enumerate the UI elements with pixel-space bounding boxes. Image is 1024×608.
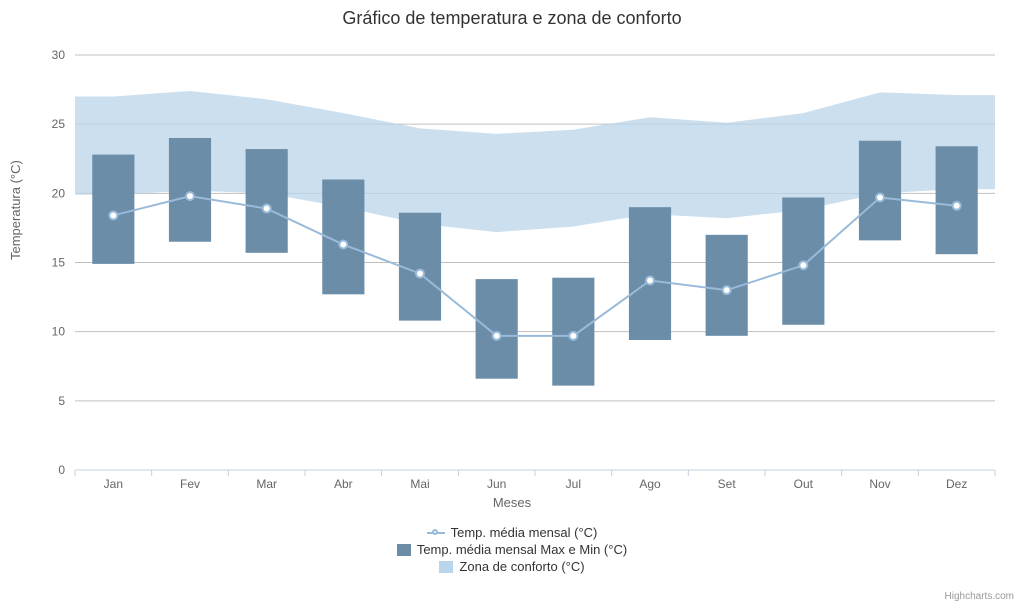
- legend-label: Temp. média mensal (°C): [451, 525, 598, 540]
- credit-link[interactable]: Highcharts.com: [945, 591, 1014, 602]
- svg-text:Out: Out: [794, 477, 814, 491]
- svg-text:Ago: Ago: [639, 477, 661, 491]
- legend-item-range[interactable]: Temp. média mensal Max e Min (°C): [397, 542, 627, 557]
- legend-item-mean[interactable]: Temp. média mensal (°C): [427, 525, 598, 540]
- swatch-icon: [397, 544, 411, 556]
- svg-text:Mai: Mai: [410, 477, 429, 491]
- line-marker-icon: [427, 526, 445, 540]
- svg-text:Abr: Abr: [334, 477, 353, 491]
- chart-container: Gráfico de temperatura e zona de confort…: [0, 0, 1024, 608]
- svg-text:Mar: Mar: [256, 477, 277, 491]
- legend: Temp. média mensal (°C) Temp. média mens…: [0, 525, 1024, 574]
- svg-text:20: 20: [52, 186, 66, 200]
- svg-text:Set: Set: [718, 477, 737, 491]
- yaxis-label: Temperatura (°C): [8, 160, 23, 260]
- plot-area: 051015202530JanFevMarAbrMaiJunJulAgoSetO…: [75, 55, 995, 470]
- svg-text:Dez: Dez: [946, 477, 967, 491]
- svg-text:Jul: Jul: [566, 477, 581, 491]
- svg-text:10: 10: [52, 325, 66, 339]
- legend-label: Temp. média mensal Max e Min (°C): [417, 542, 627, 557]
- svg-text:5: 5: [58, 394, 65, 408]
- legend-item-comfort[interactable]: Zona de conforto (°C): [439, 559, 584, 574]
- chart-title: Gráfico de temperatura e zona de confort…: [0, 8, 1024, 29]
- swatch-icon: [439, 561, 453, 573]
- xaxis-label: Meses: [0, 495, 1024, 510]
- legend-label: Zona de conforto (°C): [459, 559, 584, 574]
- svg-text:25: 25: [52, 117, 66, 131]
- svg-text:Fev: Fev: [180, 477, 200, 491]
- svg-text:30: 30: [52, 48, 66, 62]
- svg-text:Jan: Jan: [104, 477, 123, 491]
- svg-text:Nov: Nov: [869, 477, 890, 491]
- svg-text:Jun: Jun: [487, 477, 506, 491]
- svg-text:15: 15: [52, 256, 66, 270]
- svg-text:0: 0: [58, 463, 65, 477]
